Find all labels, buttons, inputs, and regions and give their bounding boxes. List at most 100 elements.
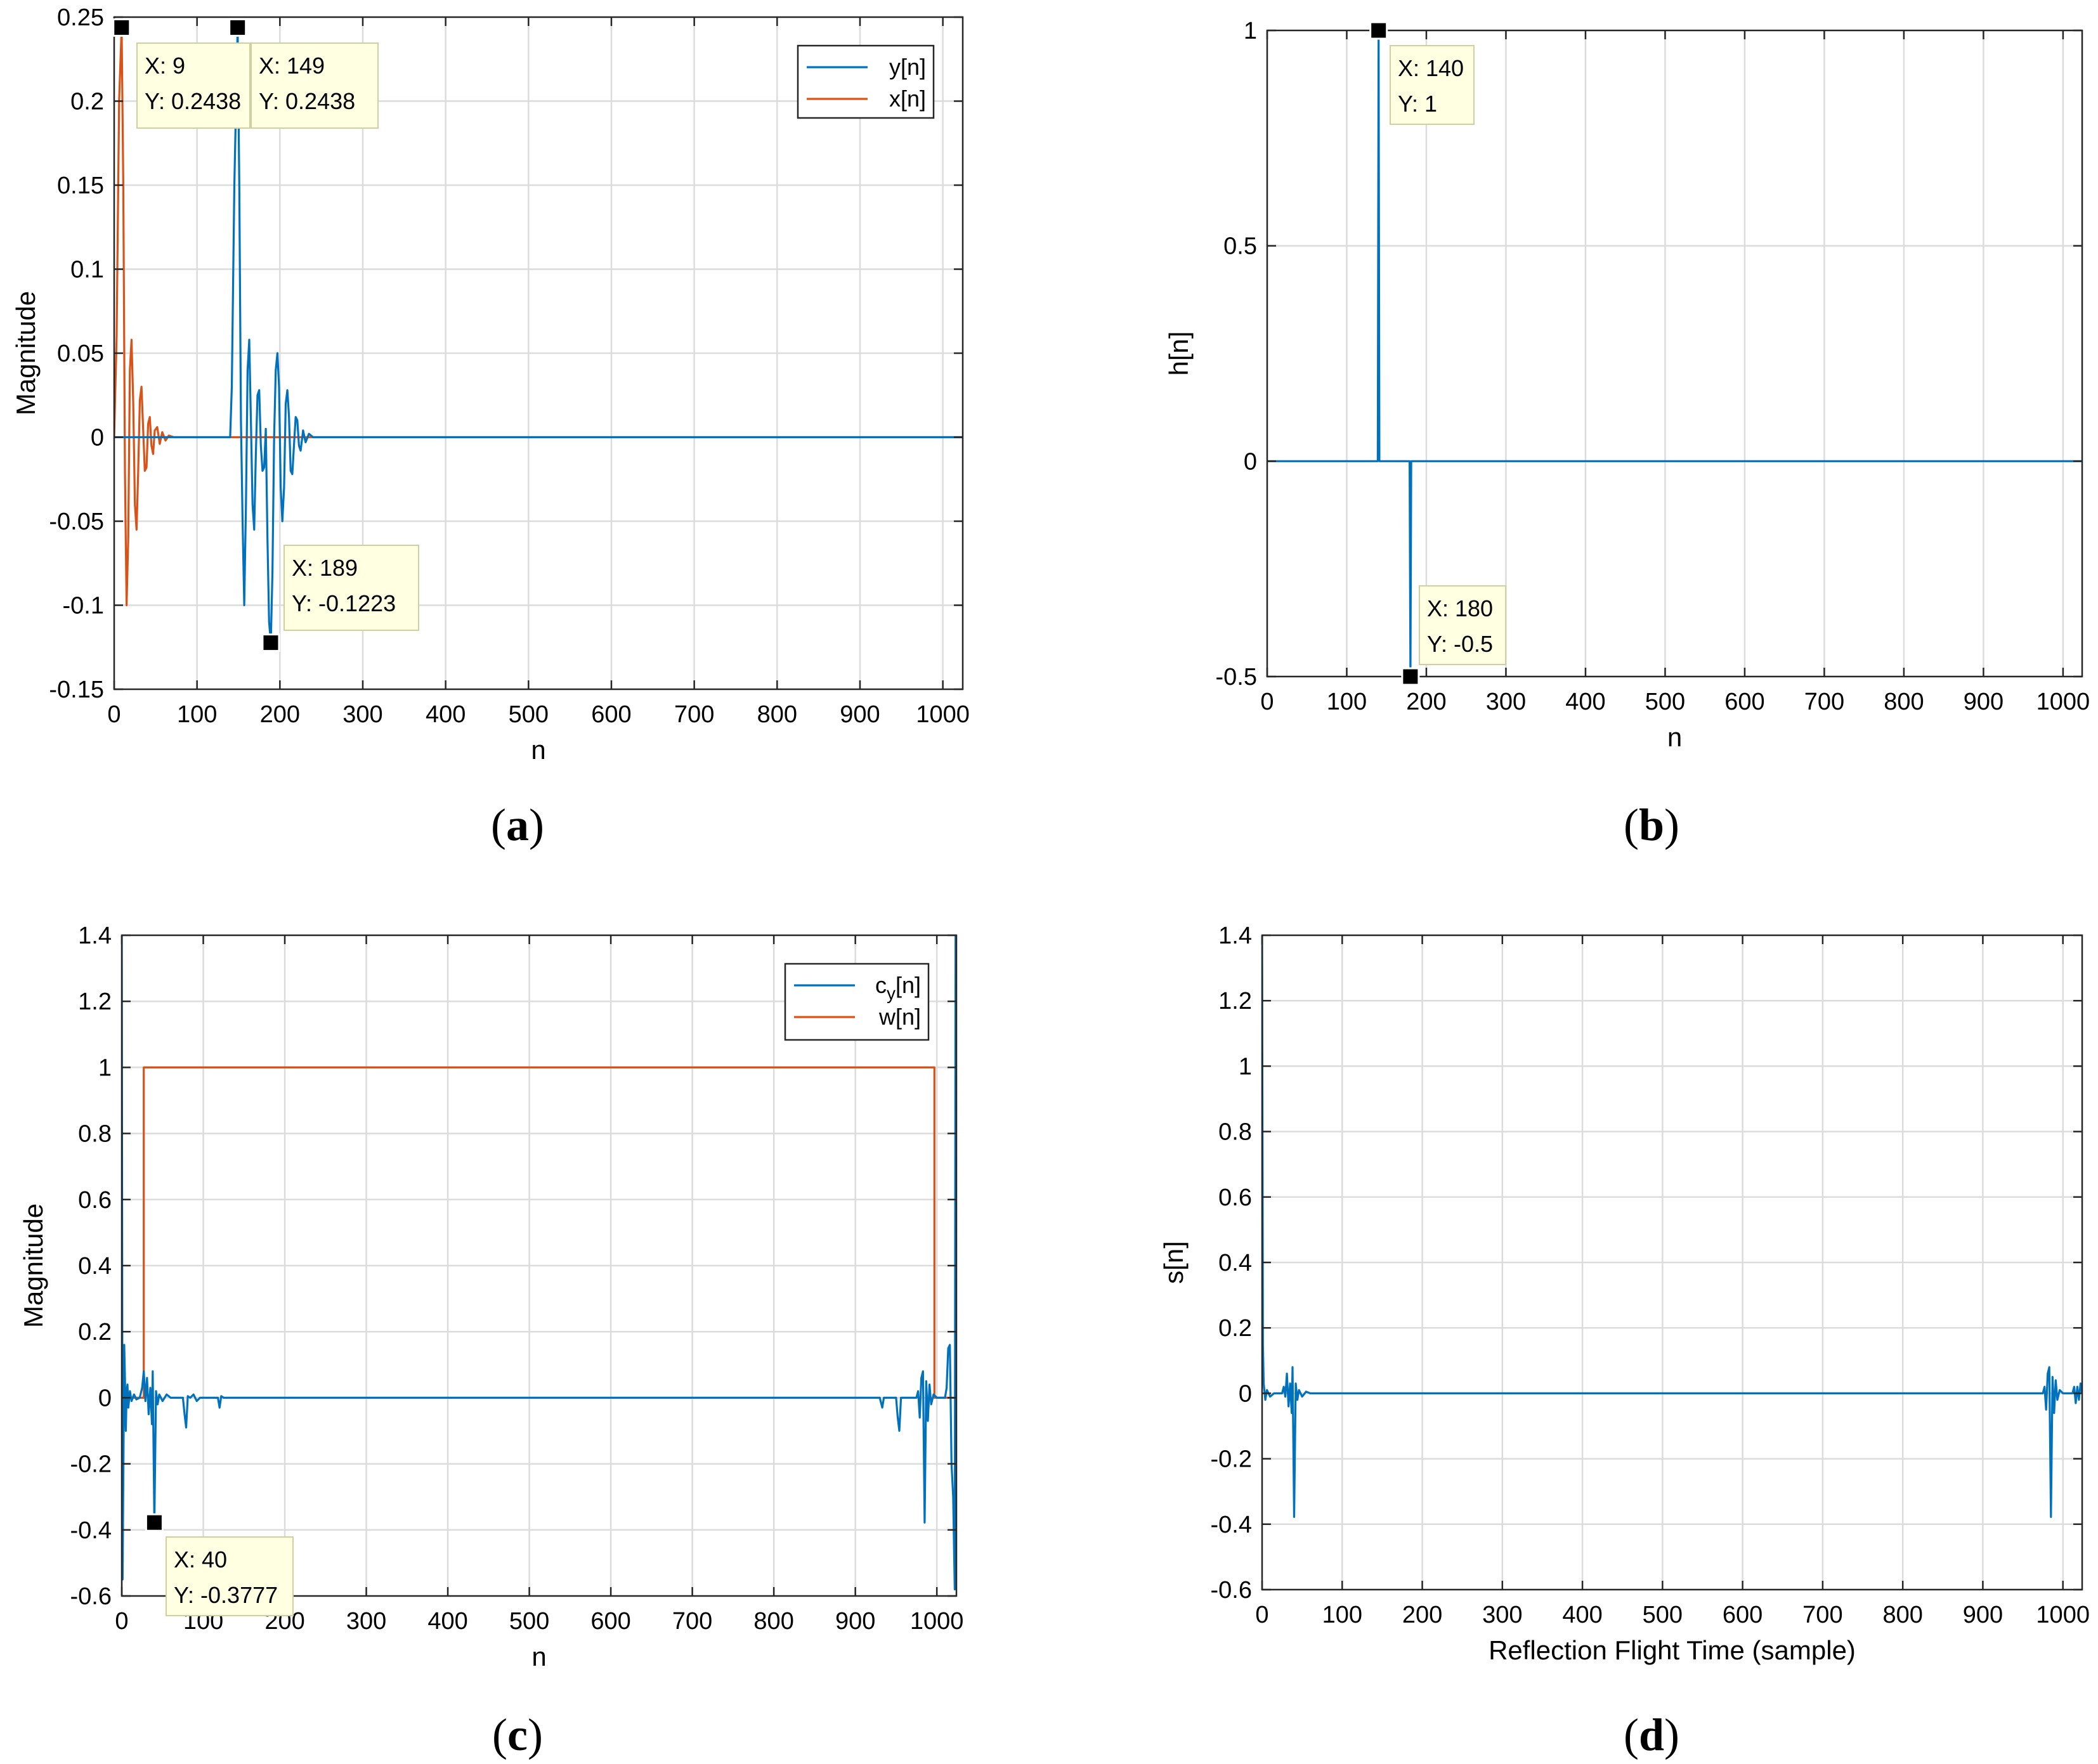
y-axis-label: h[n] (1164, 331, 1194, 375)
x-tick-label: 800 (753, 1608, 793, 1635)
y-tick-label: 1 (98, 1054, 112, 1081)
datatip-y-label: Y: -0.5 (1427, 631, 1493, 657)
y-tick-label: 1 (1244, 18, 1257, 44)
series-line-h (1267, 29, 2082, 678)
datatip-y-label: Y: -0.3777 (174, 1582, 278, 1608)
datatip-box (283, 545, 419, 631)
y-tick-label: -0.1 (63, 593, 104, 619)
x-axis-label: n (531, 735, 545, 765)
legend-label-c: cy[n] (875, 972, 921, 1003)
datatip-box (1419, 585, 1506, 665)
x-tick-label: 100 (177, 701, 217, 728)
datatip[interactable]: X: 40 Y: -0.3777 (145, 1513, 294, 1616)
x-tick-label: 400 (1565, 689, 1605, 715)
x-tick-label: 500 (509, 701, 549, 728)
datatip-marker[interactable] (1369, 21, 1388, 40)
y-tick-label: 1 (1239, 1053, 1252, 1080)
x-tick-label: 900 (835, 1608, 875, 1635)
x-tick-label: 500 (1645, 689, 1685, 715)
y-axis-label: Magnitude (11, 291, 41, 415)
y-tick-label: -0.4 (1211, 1512, 1252, 1538)
x-tick-label: 300 (342, 701, 382, 728)
series-line-c (122, 935, 956, 1591)
x-tick-label: 200 (260, 701, 300, 728)
datatip-marker[interactable] (145, 1513, 164, 1532)
datatip[interactable]: X: 189 Y: -0.1223 (261, 545, 419, 652)
x-tick-label: 700 (672, 1608, 712, 1635)
y-axis-label: Magnitude (18, 1203, 48, 1328)
x-axis-label: n (1667, 722, 1682, 752)
x-tick-label: 500 (509, 1608, 549, 1635)
datatip[interactable]: X: 180 Y: -0.5 (1401, 585, 1506, 686)
chart-panel-a: 0 100 200 300 400 500 600 700 800 900 1000 -0.15 -0.… (11, 4, 970, 765)
x-tick-label: 700 (1804, 689, 1844, 715)
y-tick-label: -0.4 (70, 1517, 112, 1544)
legend-box (797, 44, 935, 119)
x-tick-label: 100 (1322, 1602, 1362, 1628)
y-tick-label: 0.05 (57, 340, 104, 367)
x-tick-label: 800 (1882, 1602, 1922, 1628)
x-tick-label: 600 (1724, 689, 1764, 715)
y-tick-label: -0.6 (70, 1583, 112, 1610)
series-line-y (114, 26, 963, 644)
y-tick-label: 0.8 (1218, 1119, 1252, 1146)
y-tick-label: -0.15 (49, 677, 104, 703)
y-tick-label: -0.05 (49, 509, 104, 535)
datatip[interactable]: X: 140 Y: 1 (1369, 21, 1475, 125)
y-tick-label: 0.2 (1218, 1315, 1252, 1342)
y-tick-label: 0 (91, 425, 104, 451)
datatip-marker[interactable] (228, 18, 247, 37)
x-tick-label: 0 (1260, 689, 1274, 715)
x-tick-label: 0 (115, 1608, 128, 1635)
datatip-marker[interactable] (112, 18, 131, 37)
y-tick-label: 0.2 (78, 1319, 112, 1346)
datatip-box (166, 1536, 294, 1616)
y-axis-label: s[n] (1159, 1241, 1189, 1284)
y-tick-label: -0.5 (1216, 664, 1257, 691)
chart-panel-d: 0 100 200 300 400 500 600 700 800 900 1000 -0.6 -0.4… (1159, 923, 2090, 1665)
plot-area (1267, 30, 2082, 677)
y-tick-label: 1.2 (78, 989, 112, 1015)
x-tick-label: 700 (674, 701, 714, 728)
y-tick-label: 0.2 (70, 89, 104, 115)
y-tick-label: 0.15 (57, 172, 104, 199)
x-tick-label: 1000 (2036, 1602, 2090, 1628)
axes-box (1266, 29, 2083, 678)
y-tick-label: -0.6 (1211, 1577, 1252, 1604)
legend-label-w: w[n] (878, 1004, 921, 1030)
y-tick-label: 0.6 (78, 1187, 112, 1214)
y-tick-label: 0.4 (78, 1253, 112, 1280)
panel-caption-b: (b) (1624, 800, 1679, 850)
datatip-y-label: Y: 0.2438 (145, 88, 241, 114)
datatip[interactable]: X: 9 Y: 0.2438 (112, 18, 251, 129)
y-tick-label: 0.8 (78, 1121, 112, 1148)
datatip-x-label: X: 140 (1398, 55, 1464, 81)
datatip-marker[interactable] (261, 633, 280, 652)
datatip-marker[interactable] (1401, 667, 1420, 686)
x-tick-label: 600 (590, 1608, 630, 1635)
datatip[interactable]: X: 149 Y: 0.2438 (228, 18, 379, 129)
x-tick-label: 600 (1723, 1602, 1762, 1628)
datatip-box (251, 42, 379, 129)
panel-caption-a: (a) (491, 800, 544, 850)
x-tick-label: 700 (1802, 1602, 1842, 1628)
datatip-y-label: Y: -0.1223 (292, 590, 396, 616)
y-tick-label: 0.5 (1223, 233, 1257, 260)
datatip-box (136, 42, 251, 129)
panel-caption-c: (c) (492, 1709, 543, 1760)
x-tick-label: 900 (1964, 689, 2004, 715)
legend-label-y: y[n] (889, 54, 926, 80)
chart-panel-c: 0 100 200 300 400 500 600 700 800 900 1000-0.6-0.4… (18, 923, 963, 1671)
y-tick-label: 0.6 (1218, 1184, 1252, 1211)
x-tick-label: 0 (1255, 1602, 1268, 1628)
x-tick-label: 300 (1486, 689, 1526, 715)
x-tick-label: 600 (591, 701, 631, 728)
y-tick-label: -0.2 (70, 1451, 112, 1478)
x-tick-label: 100 (1327, 689, 1367, 715)
datatip-x-label: X: 9 (145, 53, 185, 79)
series-line-x (114, 26, 963, 607)
x-tick-label: 800 (1884, 689, 1924, 715)
panel-caption-d: (d) (1624, 1709, 1679, 1760)
legend-label-x: x[n] (889, 86, 926, 112)
